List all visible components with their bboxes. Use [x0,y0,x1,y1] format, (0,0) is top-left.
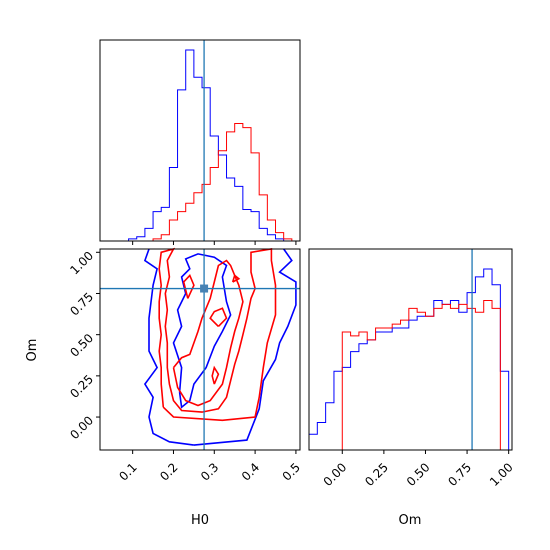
om-ticks: 0.00 0.25 0.50 0.75 1.00 [67,249,100,442]
contour-red-island [182,273,195,299]
h0-tick-label: 0.2 [157,460,180,483]
om-histogram-frame [308,248,513,451]
contour-blue-inner [172,253,232,409]
h0-ticks: 0.1 0.2 0.3 0.4 0.5 [116,450,303,484]
om-axis-label: Om [25,339,40,362]
om-histogram-series [308,268,510,451]
om-tick-label: 1.00 [67,249,96,278]
contour-blue-outer [193,248,297,446]
contour-red-island [211,365,220,385]
h0-axis-label: H0 [191,513,209,528]
om-tick-label: 0.75 [67,290,96,319]
contour-red-island [209,307,228,327]
om-histogram-tick-label: 0.25 [362,460,391,489]
h0-histogram-series [128,49,293,242]
contour-blue-outer [143,248,195,446]
om-histogram-axis-label: Om [399,513,422,528]
om-tick-label: 0.50 [67,331,96,360]
contour-red-island [231,274,241,283]
joint-panel: 0.1 0.2 0.3 0.4 0.5 0.000.250.500.751.00 H0 … [25,247,303,528]
om-histogram-tick-label: 0.00 [321,460,350,489]
om-histogram-tick-label: 1.00 [487,460,516,489]
h0-tick-label: 0.4 [239,460,262,483]
contour-red-outer [158,247,277,422]
om-histogram-ticks: 0.00 0.25 0.50 0.75 1.00 [321,450,516,489]
h0-histogram-panel [99,39,301,245]
om-histogram-tick-label: 0.50 [404,460,433,489]
om-histogram-panel: 0.00 0.25 0.50 0.75 1.00 Om [308,248,516,528]
h0-histogram-red [128,122,293,242]
om-histogram-blue [308,268,510,450]
om-tick-label: 0.25 [67,372,96,401]
h0-histogram-blue [128,49,292,242]
truth-marker [200,284,209,293]
joint-contours [143,247,297,446]
h0-tick-label: 0.1 [116,460,139,483]
h0-tick-label: 0.5 [280,460,303,483]
joint-frame [99,248,301,451]
om-histogram-red [309,299,509,451]
h0-histogram-frame [99,39,301,242]
om-tick-label: 0.00 [67,413,96,442]
h0-histogram-ticks [132,241,297,245]
om-histogram-tick-label: 0.75 [445,460,474,489]
h0-tick-label: 0.3 [198,460,221,483]
